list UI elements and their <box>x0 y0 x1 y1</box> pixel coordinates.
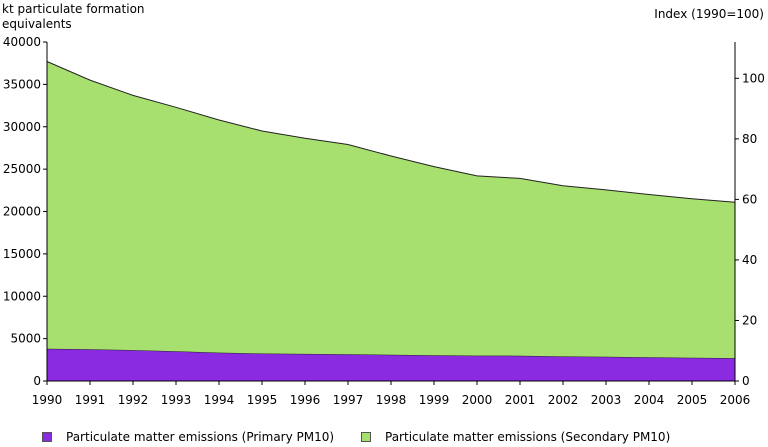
x-tick-label: 1996 <box>290 393 321 407</box>
chart: 0500010000150002000025000300003500040000… <box>3 35 765 407</box>
y-left-tick-label: 0 <box>33 374 41 388</box>
x-tick-label: 1994 <box>204 393 235 407</box>
legend-label-primary: Particulate matter emissions (Primary PM… <box>66 430 335 444</box>
legend-label-secondary: Particulate matter emissions (Secondary … <box>385 430 671 444</box>
y-left-tick-label: 20000 <box>3 205 41 219</box>
y-right-tick-label: 80 <box>742 132 757 146</box>
y-left-tick-label: 5000 <box>10 332 41 346</box>
area-layer <box>46 61 736 381</box>
x-tick-label: 1997 <box>333 393 364 407</box>
y-right-tick-label: 20 <box>742 313 757 327</box>
legend-swatch-secondary <box>361 432 371 442</box>
x-tick-label: 2002 <box>548 393 579 407</box>
x-tick-label: 2004 <box>634 393 665 407</box>
y-axis-right-label: Index (1990=100) <box>654 7 764 21</box>
x-tick-label: 1999 <box>419 393 450 407</box>
x-tick-label: 2003 <box>591 393 622 407</box>
x-tick-label: 2000 <box>462 393 493 407</box>
legend-item-secondary: Particulate matter emissions (Secondary … <box>361 430 670 444</box>
x-tick-label: 2006 <box>720 393 751 407</box>
x-tick-label: 1992 <box>118 393 149 407</box>
legend-swatch-primary <box>42 432 52 442</box>
y-left-tick-label: 30000 <box>3 120 41 134</box>
y-left-tick-label: 15000 <box>3 247 41 261</box>
x-tick-label: 1990 <box>32 393 63 407</box>
y-left-tick-label: 35000 <box>3 77 41 91</box>
y-right-tick-label: 0 <box>742 374 750 388</box>
y-right-tick-label: 100 <box>742 71 765 85</box>
area-series-1 <box>47 61 735 359</box>
y-axis-left-label: kt particulate formation equivalents <box>2 2 145 31</box>
y-left-tick-label: 40000 <box>3 35 41 49</box>
y-left-tick-label: 10000 <box>3 289 41 303</box>
y-right-tick-label: 40 <box>742 253 757 267</box>
y-right-tick-label: 60 <box>742 192 757 206</box>
area-series-1-line <box>46 61 736 203</box>
x-tick-label: 2001 <box>505 393 536 407</box>
y-left-tick-label: 25000 <box>3 162 41 176</box>
x-tick-label: 1993 <box>161 393 192 407</box>
x-tick-label: 1995 <box>247 393 278 407</box>
legend: Particulate matter emissions (Primary PM… <box>0 430 768 447</box>
x-tick-label: 1998 <box>376 393 407 407</box>
axes-layer: 0500010000150002000025000300003500040000… <box>3 35 765 407</box>
x-tick-label: 2005 <box>677 393 708 407</box>
legend-item-primary: Particulate matter emissions (Primary PM… <box>42 430 334 444</box>
x-tick-label: 1991 <box>75 393 106 407</box>
